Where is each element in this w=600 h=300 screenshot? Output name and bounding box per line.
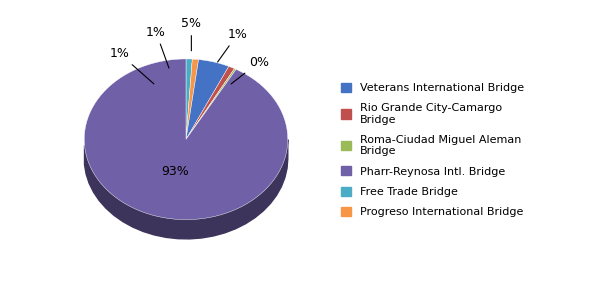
Text: 1%: 1% (110, 47, 154, 84)
Text: 93%: 93% (161, 165, 189, 178)
Polygon shape (84, 59, 288, 220)
Polygon shape (186, 59, 229, 139)
Legend: Veterans International Bridge, Rio Grande City-Camargo
Bridge, Roma-Ciudad Migue: Veterans International Bridge, Rio Grand… (341, 82, 524, 218)
Polygon shape (186, 69, 236, 139)
Text: 0%: 0% (231, 56, 269, 84)
Polygon shape (186, 59, 199, 139)
Polygon shape (186, 59, 193, 139)
Polygon shape (85, 140, 288, 239)
Text: 1%: 1% (218, 28, 247, 62)
Text: 1%: 1% (146, 26, 169, 68)
Polygon shape (186, 66, 235, 139)
Text: 5%: 5% (181, 17, 202, 51)
